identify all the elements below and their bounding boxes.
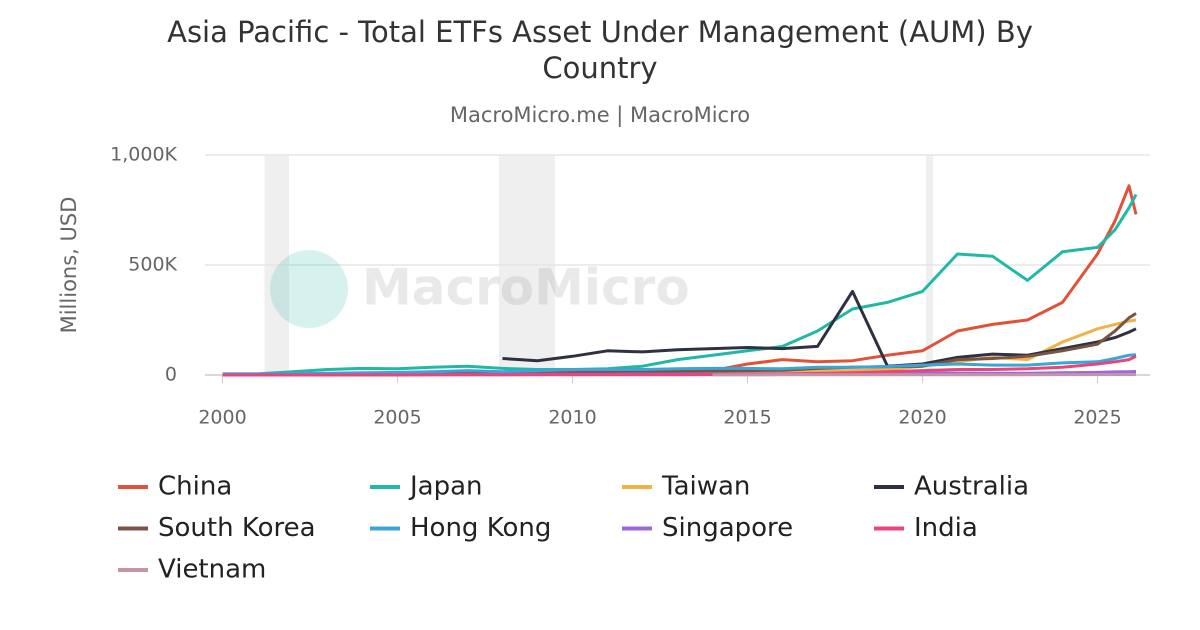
series-line [222,318,1137,377]
series-line [502,289,1137,368]
legend-label: Vietnam [158,555,266,585]
legend-label: Hong Kong [410,513,551,543]
x-tick-label: 2010 [548,407,596,429]
legend-label: South Korea [158,513,316,543]
watermark: MacroMicro [270,250,690,328]
x-tick-label: 2025 [1073,407,1121,429]
x-tick-label: 2020 [898,407,946,429]
chart-title: Asia Pacific - Total ETFs Asset Under Ma… [167,15,1033,85]
y-tick-label: 0 [165,364,177,386]
x-tick-label: 2000 [198,407,246,429]
chart-subtitle: MacroMicro.me | MacroMicro [450,103,750,128]
y-tick-label: 1,000K [110,144,177,166]
series-line [222,353,1137,376]
watermark-text: MacroMicro [362,259,690,317]
legend-label: China [158,472,232,502]
y-tick-label: 500K [128,254,177,276]
legend-label: Taiwan [661,472,750,502]
x-tick-label: 2015 [723,407,771,429]
series-line [222,193,1138,376]
y-axis-label: Millions, USD [57,197,81,334]
legend-label: Singapore [662,513,793,543]
legend-label: India [914,513,978,543]
legend-label: Australia [914,472,1029,502]
plot-background [205,154,1150,376]
legend-label: Japan [408,472,483,502]
x-tick-label: 2005 [373,407,421,429]
